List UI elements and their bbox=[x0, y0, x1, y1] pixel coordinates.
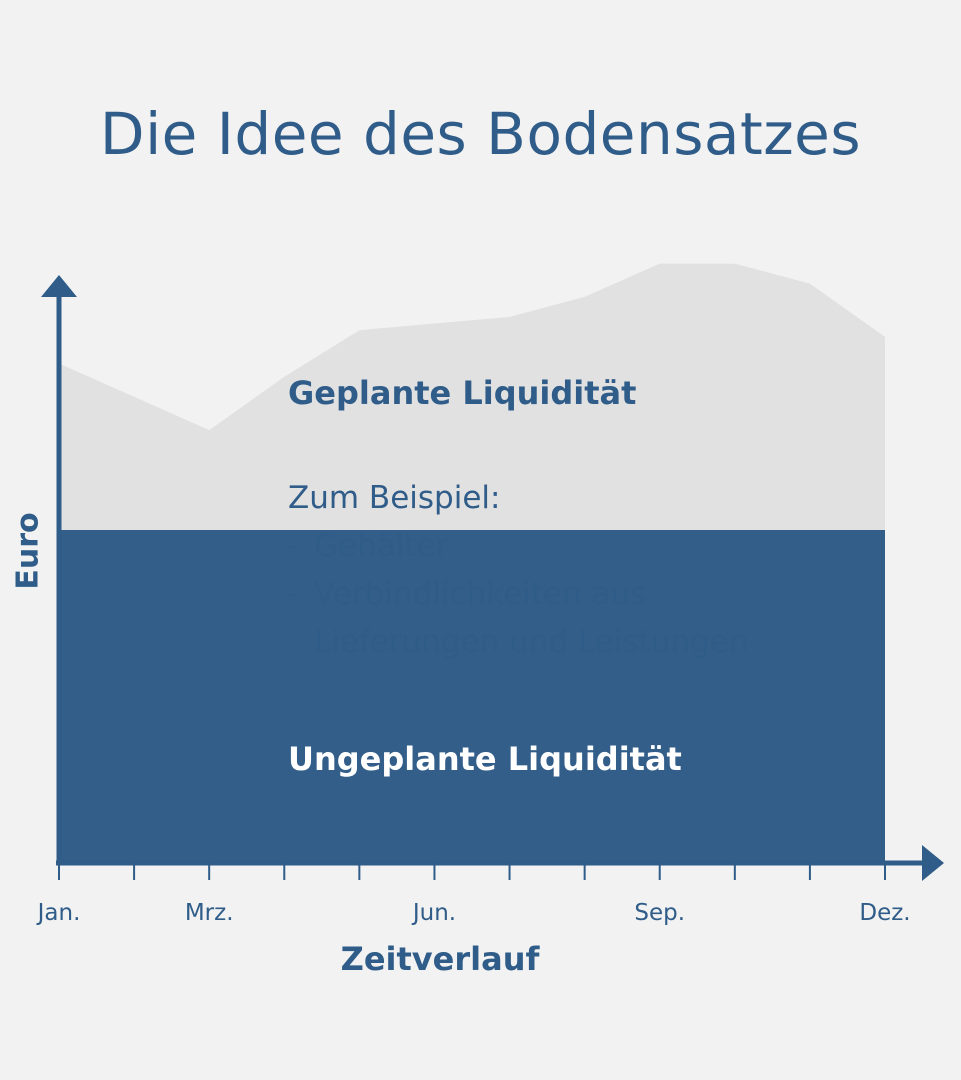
unplanned-liquidity-label: Ungeplante Liquidität bbox=[288, 740, 682, 778]
planned-liquidity-label: Geplante Liquidität bbox=[288, 374, 637, 412]
x-tick-label: Sep. bbox=[634, 900, 685, 926]
x-tick-label: Jan. bbox=[36, 900, 81, 926]
y-axis-label: Euro bbox=[10, 512, 46, 590]
x-tick-label: Dez. bbox=[859, 900, 910, 926]
chart-title: Die Idee des Bodensatzes bbox=[99, 100, 862, 168]
example-heading: Zum Beispiel: bbox=[288, 480, 501, 516]
example-item-text: Gehälter bbox=[314, 528, 449, 564]
example-item-continuation: Lieferungen und Leistungen bbox=[288, 618, 748, 666]
x-axis-arrow-icon bbox=[922, 845, 944, 881]
x-axis-label: Zeitverlauf bbox=[340, 940, 540, 978]
x-tick-label: Mrz. bbox=[185, 900, 234, 926]
y-axis-arrow-icon bbox=[41, 275, 77, 297]
example-item-text: Verbindlichkeiten aus bbox=[314, 576, 647, 612]
example-item: - Verbindlichkeiten aus bbox=[288, 576, 647, 612]
x-tick-label: Jun. bbox=[411, 900, 456, 926]
example-annotation: Zum Beispiel: - Gehälter - Verbindlichkeit… bbox=[288, 474, 748, 666]
example-item: - Gehälter bbox=[288, 528, 449, 564]
unplanned-liquidity-area bbox=[59, 530, 885, 863]
example-item-text: Lieferungen und Leistungen bbox=[314, 624, 749, 660]
